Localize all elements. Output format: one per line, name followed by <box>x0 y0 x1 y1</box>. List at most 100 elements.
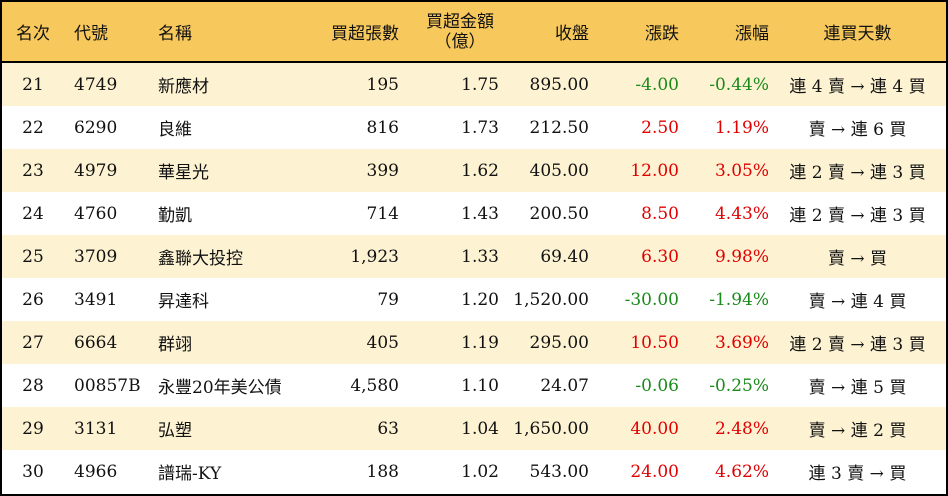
code-cell: 4979 <box>74 160 118 181</box>
change-pct-cell: 4.62% <box>714 461 769 482</box>
change-cell: 8.50 <box>641 203 679 224</box>
table-row: 25 3709 鑫聯大投控 1,923 1.33 69.40 6.30 9.98% 賣 → 買 <box>2 235 946 278</box>
streak-cell: 賣 → 連 5 買 <box>808 378 907 398</box>
volume-cell: 1,923 <box>350 246 399 267</box>
table-row: 23 4979 華星光 399 1.62 405.00 12.00 3.05% 連 2 賣 → … <box>2 149 946 192</box>
header-net-buy-amount-line1: 買超金額 <box>426 11 494 32</box>
close-cell: 212.50 <box>529 117 589 138</box>
rank-cell: 27 <box>22 332 44 353</box>
rank-cell: 25 <box>22 246 44 267</box>
close-cell: 895.00 <box>529 74 589 95</box>
table-header-row: 名次 代號 名稱 買超張數 買超金額 （億） 收盤 漲跌 漲幅 連買天數 <box>2 2 946 63</box>
header-net-buy-amount: 買超金額 （億） <box>399 2 499 61</box>
amount-cell: 1.73 <box>461 117 499 138</box>
code-cell: 00857B <box>74 375 141 396</box>
header-name: 名稱 <box>158 24 192 44</box>
change-cell: 6.30 <box>641 246 679 267</box>
streak-cell: 賣 → 連 4 買 <box>808 292 907 312</box>
name-cell: 群翊 <box>158 335 192 355</box>
change-pct-cell: 9.98% <box>714 246 769 267</box>
change-cell: 10.50 <box>630 332 679 353</box>
header-net-buy-amount-line2: （億） <box>434 31 486 52</box>
name-cell: 良維 <box>158 120 192 140</box>
header-code: 代號 <box>74 24 108 44</box>
rank-cell: 22 <box>22 117 44 138</box>
table-row: 30 4966 譜瑞-KY 188 1.02 543.00 24.00 4.62% 連 3 賣 … <box>2 450 946 493</box>
amount-cell: 1.10 <box>461 375 499 396</box>
streak-cell: 賣 → 連 6 買 <box>808 120 907 140</box>
volume-cell: 4,580 <box>350 375 399 396</box>
volume-cell: 399 <box>366 160 399 181</box>
close-cell: 24.07 <box>540 375 589 396</box>
change-pct-cell: 4.43% <box>714 203 769 224</box>
change-pct-cell: 3.05% <box>714 160 769 181</box>
close-cell: 69.40 <box>540 246 589 267</box>
streak-cell: 連 4 賣 → 連 4 買 <box>789 77 926 97</box>
amount-cell: 1.75 <box>461 74 499 95</box>
volume-cell: 195 <box>366 74 399 95</box>
change-cell: -30.00 <box>624 289 679 310</box>
change-pct-cell: 3.69% <box>714 332 769 353</box>
change-pct-cell: 2.48% <box>714 418 769 439</box>
change-cell: -0.06 <box>635 375 679 396</box>
header-streak: 連買天數 <box>823 24 892 44</box>
amount-cell: 1.33 <box>461 246 499 267</box>
rank-cell: 28 <box>22 375 44 396</box>
close-cell: 1,650.00 <box>513 418 589 439</box>
name-cell: 鑫聯大投控 <box>158 249 243 269</box>
rank-cell: 30 <box>22 461 44 482</box>
amount-cell: 1.04 <box>461 418 499 439</box>
volume-cell: 405 <box>366 332 399 353</box>
volume-cell: 63 <box>377 418 399 439</box>
header-close: 收盤 <box>555 24 589 44</box>
streak-cell: 連 3 賣 → 買 <box>808 464 907 484</box>
volume-cell: 188 <box>366 461 399 482</box>
rank-cell: 26 <box>22 289 44 310</box>
change-pct-cell: -1.94% <box>709 289 769 310</box>
change-pct-cell: 1.19% <box>714 117 769 138</box>
table-row: 28 00857B 永豐20年美公債 4,580 1.10 24.07 -0.06 -0.25… <box>2 364 946 407</box>
streak-cell: 賣 → 連 2 買 <box>808 421 907 441</box>
close-cell: 543.00 <box>529 461 589 482</box>
volume-cell: 79 <box>377 289 399 310</box>
close-cell: 200.50 <box>529 203 589 224</box>
code-cell: 4966 <box>74 461 118 482</box>
table-row: 22 6290 良維 816 1.73 212.50 2.50 1.19% 賣 → 連 6 買 <box>2 106 946 149</box>
table-row: 24 4760 勤凱 714 1.43 200.50 8.50 4.43% 連 2 賣 → 連 … <box>2 192 946 235</box>
name-cell: 弘塑 <box>158 421 192 441</box>
name-cell: 華星光 <box>158 163 209 183</box>
amount-cell: 1.43 <box>461 203 499 224</box>
streak-cell: 連 2 賣 → 連 3 買 <box>789 206 926 226</box>
streak-cell: 連 2 賣 → 連 3 買 <box>789 335 926 355</box>
amount-cell: 1.20 <box>461 289 499 310</box>
change-cell: -4.00 <box>635 74 679 95</box>
rank-cell: 21 <box>22 74 44 95</box>
change-pct-cell: -0.25% <box>709 375 769 396</box>
amount-cell: 1.19 <box>461 332 499 353</box>
change-cell: 12.00 <box>630 160 679 181</box>
streak-cell: 連 2 賣 → 連 3 買 <box>789 163 926 183</box>
header-change-pct: 漲幅 <box>735 24 769 44</box>
amount-cell: 1.02 <box>461 461 499 482</box>
rank-cell: 24 <box>22 203 44 224</box>
streak-cell: 賣 → 買 <box>827 249 888 269</box>
header-rank: 名次 <box>16 24 50 44</box>
amount-cell: 1.62 <box>461 160 499 181</box>
header-net-buy-volume: 買超張數 <box>331 24 399 44</box>
code-cell: 3491 <box>74 289 118 310</box>
volume-cell: 714 <box>366 203 399 224</box>
header-change: 漲跌 <box>645 24 679 44</box>
code-cell: 3131 <box>74 418 118 439</box>
code-cell: 6290 <box>74 117 118 138</box>
table-row: 21 4749 新應材 195 1.75 895.00 -4.00 -0.44% 連 4 賣 →… <box>2 63 946 106</box>
name-cell: 永豐20年美公債 <box>158 378 282 398</box>
table-row: 26 3491 昇達科 79 1.20 1,520.00 -30.00 -1.94% 賣 → 連… <box>2 278 946 321</box>
volume-cell: 816 <box>366 117 399 138</box>
change-cell: 24.00 <box>630 461 679 482</box>
rank-cell: 29 <box>22 418 44 439</box>
code-cell: 6664 <box>74 332 118 353</box>
change-pct-cell: -0.44% <box>709 74 769 95</box>
change-cell: 40.00 <box>630 418 679 439</box>
table-row: 27 6664 群翊 405 1.19 295.00 10.50 3.69% 連 2 賣 → 連… <box>2 321 946 364</box>
name-cell: 勤凱 <box>158 206 192 226</box>
